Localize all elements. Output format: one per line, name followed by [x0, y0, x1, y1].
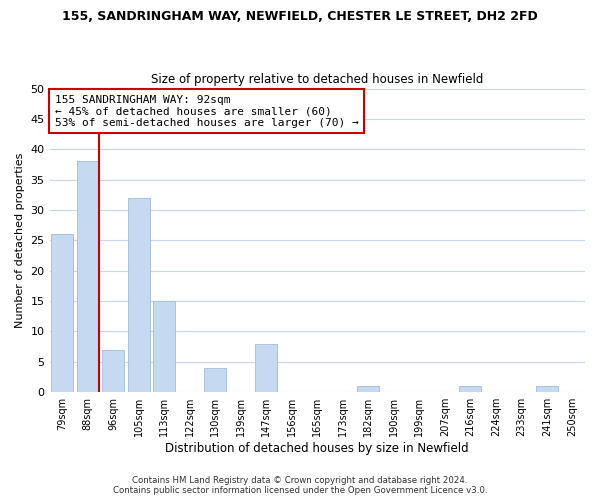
Bar [205, 368, 226, 392]
Bar [154, 301, 175, 392]
Text: 155 SANDRINGHAM WAY: 92sqm
← 45% of detached houses are smaller (60)
53% of semi: 155 SANDRINGHAM WAY: 92sqm ← 45% of deta… [55, 94, 359, 128]
Y-axis label: Number of detached properties: Number of detached properties [15, 152, 25, 328]
X-axis label: Distribution of detached houses by size in Newfield: Distribution of detached houses by size … [166, 442, 469, 455]
Bar [460, 386, 481, 392]
Bar [256, 344, 277, 392]
Text: Contains HM Land Registry data © Crown copyright and database right 2024.
Contai: Contains HM Land Registry data © Crown c… [113, 476, 487, 495]
Bar [536, 386, 557, 392]
Bar [77, 162, 98, 392]
Bar [128, 198, 149, 392]
Bar [103, 350, 124, 392]
Title: Size of property relative to detached houses in Newfield: Size of property relative to detached ho… [151, 73, 484, 86]
Bar [52, 234, 73, 392]
Bar [358, 386, 379, 392]
Text: 155, SANDRINGHAM WAY, NEWFIELD, CHESTER LE STREET, DH2 2FD: 155, SANDRINGHAM WAY, NEWFIELD, CHESTER … [62, 10, 538, 23]
